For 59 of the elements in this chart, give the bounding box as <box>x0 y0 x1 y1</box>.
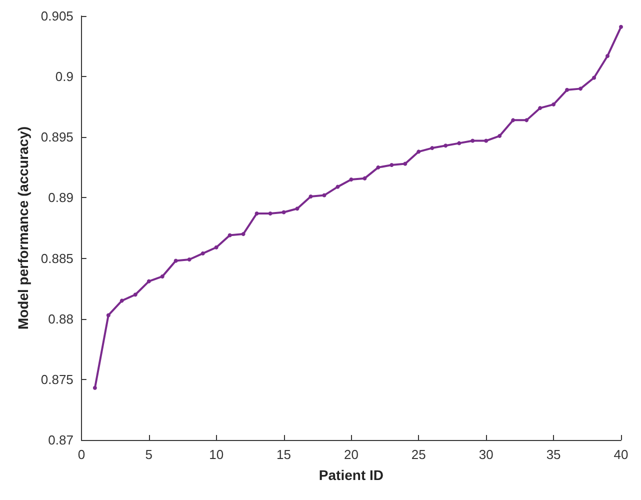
x-tick-label: 0 <box>78 447 86 462</box>
point <box>322 193 326 198</box>
point <box>390 163 394 168</box>
x-tick-label: 40 <box>614 447 628 462</box>
point <box>524 118 529 122</box>
point <box>241 232 246 236</box>
point <box>295 206 300 211</box>
point <box>146 279 151 284</box>
point <box>470 138 475 143</box>
point <box>619 24 623 29</box>
point <box>376 165 380 170</box>
point <box>403 162 408 166</box>
point <box>187 258 192 262</box>
x-tick-label: 30 <box>478 447 494 462</box>
point <box>349 178 354 182</box>
point <box>254 211 259 216</box>
point <box>430 146 434 150</box>
x-tick-label: 35 <box>546 447 561 462</box>
point <box>578 86 583 91</box>
y-tick-label: 0.89 <box>48 190 74 206</box>
point <box>606 54 610 58</box>
y-tick-label: 0.905 <box>40 8 74 24</box>
point <box>308 194 313 198</box>
y-tick-label: 0.9 <box>55 69 74 84</box>
y-tick-label: 0.875 <box>40 372 74 387</box>
x-tick-label: 20 <box>344 447 358 462</box>
x-tick-label: 5 <box>145 447 152 462</box>
y-axis-title: Model performance (accuracy) <box>15 126 31 330</box>
x-axis-title: Patient ID <box>318 467 384 483</box>
point <box>552 102 556 106</box>
point <box>228 233 232 238</box>
point <box>362 176 367 180</box>
point <box>106 313 110 318</box>
point <box>511 118 516 122</box>
y-tick-label: 0.87 <box>48 432 74 448</box>
y-tick-label: 0.88 <box>48 311 74 326</box>
point <box>120 298 124 303</box>
point <box>200 251 205 256</box>
x-tick-label: 10 <box>209 447 224 462</box>
point <box>133 292 138 297</box>
point <box>160 274 164 278</box>
point <box>268 211 272 216</box>
point <box>444 144 448 148</box>
point <box>484 138 488 143</box>
point <box>592 76 596 80</box>
point <box>92 386 97 390</box>
point <box>214 245 218 250</box>
point <box>282 210 286 214</box>
point <box>174 258 178 263</box>
point <box>416 150 421 154</box>
point <box>538 106 542 110</box>
y-tick-label: 0.895 <box>40 130 74 145</box>
point <box>457 141 462 146</box>
point <box>565 88 570 92</box>
y-tick-label: 0.885 <box>40 250 74 266</box>
x-tick-label: 25 <box>411 447 426 462</box>
point <box>336 184 340 189</box>
x-tick-label: 15 <box>276 447 292 462</box>
point <box>498 134 502 138</box>
